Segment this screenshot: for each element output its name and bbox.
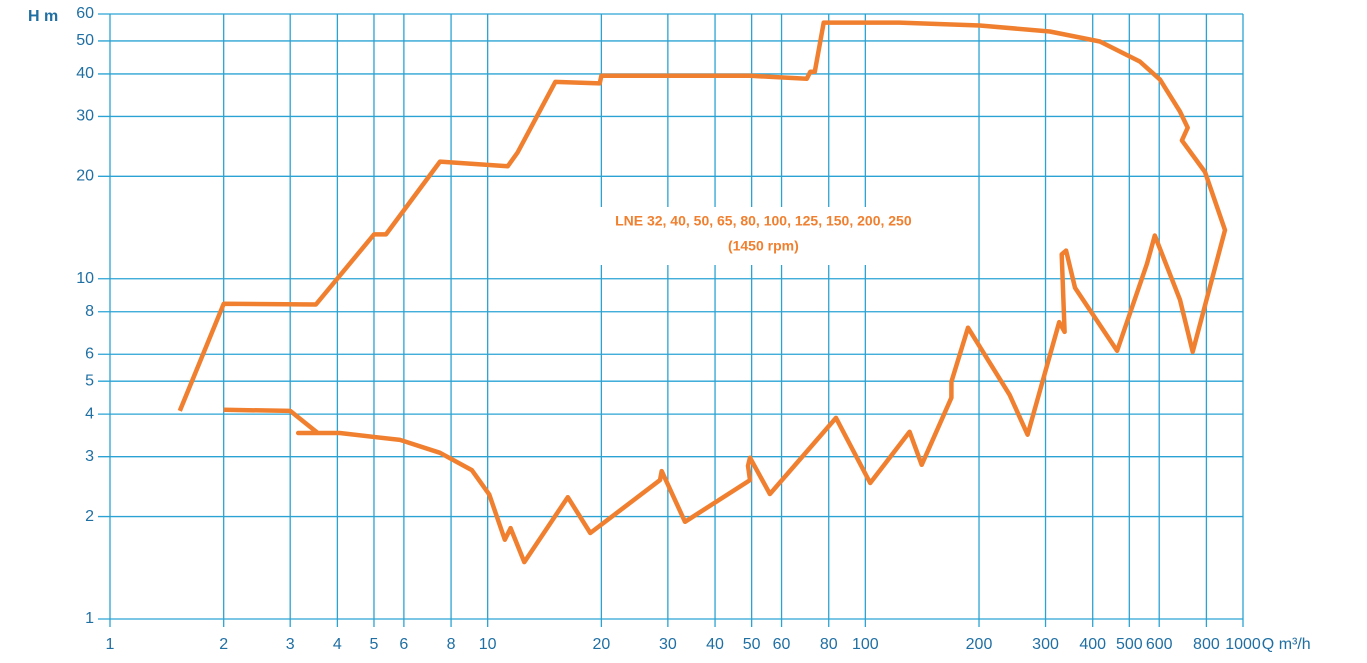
x-tick-label: 800 — [1193, 636, 1220, 653]
y-tick-label: 3 — [85, 448, 94, 465]
y-tick-label: 50 — [76, 32, 94, 49]
y-axis-label: H m — [28, 8, 58, 25]
x-tick-label: 8 — [447, 636, 456, 653]
x-tick-label: 50 — [743, 636, 761, 653]
x-tick-label: 2 — [219, 636, 228, 653]
y-tick-label: 60 — [76, 5, 94, 22]
x-tick-label: 1000 — [1225, 636, 1261, 653]
x-tick-label: 600 — [1146, 636, 1173, 653]
y-tick-label: 1 — [85, 610, 94, 627]
x-tick-label: 40 — [706, 636, 724, 653]
x-tick-label: 80 — [820, 636, 838, 653]
x-axis-label: Q m³/h — [1262, 636, 1311, 653]
x-tick-label: 6 — [399, 636, 408, 653]
y-tick-label: 30 — [76, 108, 94, 125]
y-tick-label: 40 — [76, 65, 94, 82]
envelope-curve — [177, 20, 1228, 565]
annotation-background — [563, 207, 964, 265]
x-tick-label: 60 — [773, 636, 791, 653]
x-tick-label: 3 — [286, 636, 295, 653]
y-tick-label: 4 — [85, 405, 94, 422]
y-tick-label: 2 — [85, 508, 94, 525]
x-tick-label: 500 — [1116, 636, 1143, 653]
x-tick-label: 400 — [1079, 636, 1106, 653]
x-tick-label: 100 — [852, 636, 879, 653]
annotation: (1450 rpm) — [728, 238, 799, 254]
x-tick-label: 200 — [966, 636, 993, 653]
x-tick-label: 5 — [370, 636, 379, 653]
x-tick-label: 30 — [659, 636, 677, 653]
x-tick-label: 10 — [479, 636, 497, 653]
y-tick-label: 8 — [85, 303, 94, 320]
x-tick-label: 4 — [333, 636, 342, 653]
y-tick-label: 20 — [76, 168, 94, 185]
y-tick-label: 10 — [76, 270, 94, 287]
y-tick-label: 6 — [85, 345, 94, 362]
annotation: LNE 32, 40, 50, 65, 80, 100, 125, 150, 2… — [615, 213, 912, 229]
x-tick-label: 1 — [106, 636, 115, 653]
x-tick-label: 300 — [1032, 636, 1059, 653]
x-tick-label: 20 — [592, 636, 610, 653]
y-tick-label: 5 — [85, 372, 94, 389]
